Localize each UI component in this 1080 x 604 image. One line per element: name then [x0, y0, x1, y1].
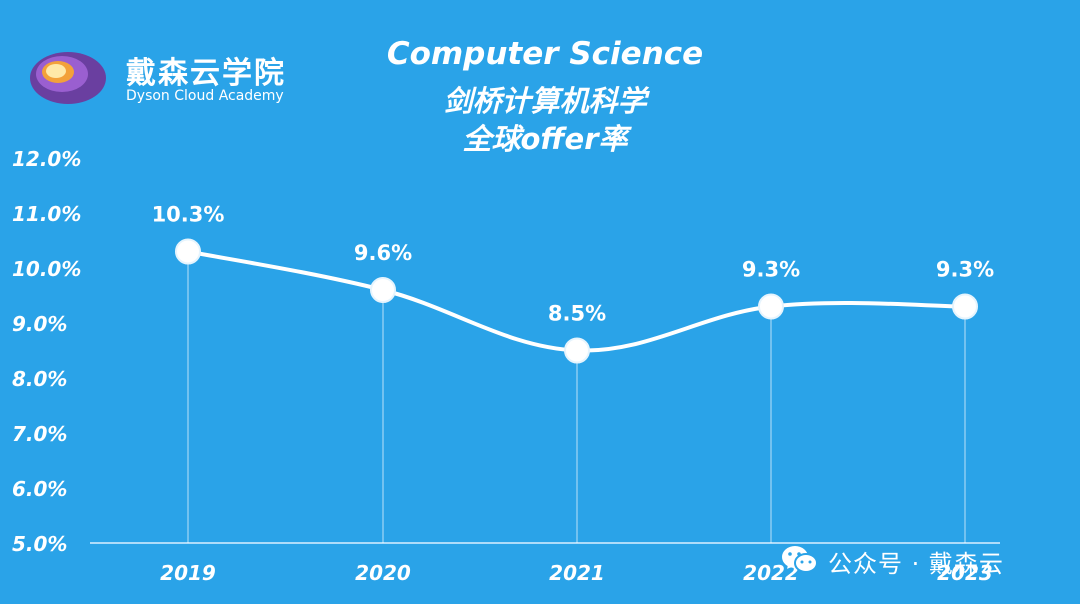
data-point — [370, 277, 396, 303]
wechat-watermark: 公众号 · 戴森云 — [780, 540, 1070, 580]
x-tick-label: 2023 — [937, 561, 993, 585]
chart-title-line-3: 全球offer率 — [462, 122, 628, 156]
y-tick-label: 11.0% — [12, 202, 81, 226]
data-point — [952, 293, 978, 320]
y-tick-label: 12.0% — [12, 147, 81, 171]
y-tick-label: 8.0% — [12, 367, 67, 391]
footer-text: 公众号 · 戴森云 — [828, 550, 1004, 578]
y-tick-label: 5.0% — [12, 532, 67, 556]
data-label: 9.3% — [936, 258, 994, 282]
y-tick-label: 6.0% — [12, 477, 67, 501]
y-tick-label: 9.0% — [12, 312, 67, 336]
chart-title-line-1: Computer Science — [386, 36, 704, 72]
brand-name-en: Dyson Cloud Academy — [126, 88, 284, 104]
data-label: 9.3% — [742, 258, 800, 282]
x-tick-label: 2019 — [160, 561, 216, 585]
chart-title-line-2: 剑桥计算机科学 — [443, 84, 647, 118]
data-point — [564, 337, 590, 364]
brand-name-cn: 戴森云学院 — [126, 56, 286, 91]
y-tick-label: 7.0% — [12, 422, 67, 446]
brand-logo: 戴森云学院 Dyson Cloud Academy — [28, 44, 318, 108]
data-point — [758, 293, 784, 320]
data-label: 9.6% — [354, 241, 412, 265]
dyson-logo-icon — [30, 52, 106, 104]
data-point — [175, 238, 201, 265]
data-label: 10.3% — [152, 203, 225, 227]
y-tick-label: 10.0% — [12, 257, 81, 281]
x-tick-label: 2021 — [549, 561, 605, 585]
wechat-icon — [782, 546, 818, 573]
x-tick-label: 2020 — [355, 561, 411, 585]
data-label: 8.5% — [548, 302, 606, 326]
